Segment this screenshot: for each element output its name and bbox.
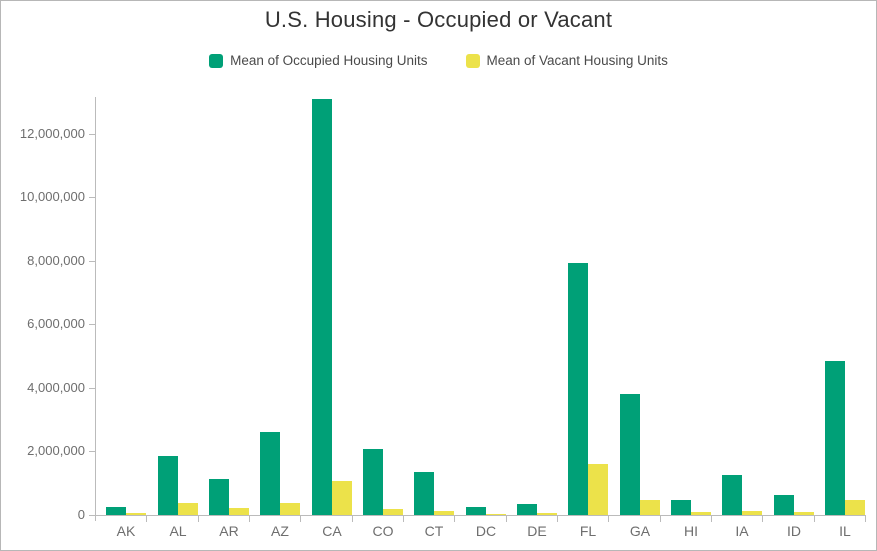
bar-occupied-ak[interactable] — [106, 507, 126, 515]
legend-swatch-vacant-icon — [465, 53, 480, 68]
x-axis-line — [95, 515, 866, 516]
x-axis-tick — [352, 516, 353, 522]
y-axis-tick-label: 0 — [77, 507, 85, 522]
legend: Mean of Occupied Housing Units Mean of V… — [1, 53, 876, 68]
y-axis-tick — [89, 388, 95, 389]
bar-occupied-ga[interactable] — [620, 394, 640, 515]
x-axis-tick — [557, 516, 558, 522]
x-axis-tick — [711, 516, 712, 522]
legend-swatch-occupied-icon — [209, 53, 224, 68]
x-axis-tick — [506, 516, 507, 522]
bar-vacant-co[interactable] — [383, 509, 403, 515]
bar-vacant-al[interactable] — [178, 503, 198, 515]
x-axis-category-label: FL — [579, 523, 597, 539]
bar-vacant-ar[interactable] — [229, 508, 249, 515]
x-axis-category-label: CT — [424, 523, 444, 539]
x-axis-category-label: AR — [219, 523, 239, 539]
x-axis-tick — [146, 516, 147, 522]
x-axis-tick — [865, 516, 866, 522]
x-axis-category-label: DC — [475, 523, 497, 539]
y-axis-tick — [89, 134, 95, 135]
legend-label-vacant: Mean of Vacant Housing Units — [486, 53, 668, 68]
bar-vacant-il[interactable] — [845, 500, 865, 515]
bar-occupied-co[interactable] — [363, 449, 383, 515]
bar-vacant-dc[interactable] — [486, 514, 506, 515]
y-axis-tick — [89, 451, 95, 452]
x-axis-tick — [608, 516, 609, 522]
x-axis-tick — [249, 516, 250, 522]
x-axis-tick — [403, 516, 404, 522]
bar-occupied-dc[interactable] — [466, 507, 486, 515]
x-axis-category-label: AK — [116, 523, 136, 539]
y-axis-tick — [89, 261, 95, 262]
bar-occupied-az[interactable] — [260, 432, 280, 515]
bar-occupied-il[interactable] — [825, 361, 845, 515]
x-axis-category-label: HI — [684, 523, 698, 539]
x-axis-category-label: AZ — [271, 523, 289, 539]
bar-occupied-hi[interactable] — [671, 500, 691, 515]
y-axis-tick-label: 8,000,000 — [27, 253, 85, 268]
bar-occupied-de[interactable] — [517, 504, 537, 515]
bar-occupied-ct[interactable] — [414, 472, 434, 515]
y-axis-tick-label: 6,000,000 — [27, 316, 85, 331]
bar-vacant-fl[interactable] — [588, 464, 608, 515]
x-axis-tick — [198, 516, 199, 522]
bar-vacant-hi[interactable] — [691, 512, 711, 515]
bar-vacant-ct[interactable] — [434, 511, 454, 515]
chart-title: U.S. Housing - Occupied or Vacant — [264, 7, 613, 32]
legend-item-vacant[interactable]: Mean of Vacant Housing Units — [465, 53, 668, 68]
bar-occupied-id[interactable] — [774, 495, 794, 515]
x-axis-tick — [762, 516, 763, 522]
y-axis-tick-label: 10,000,000 — [19, 189, 85, 204]
bar-vacant-ia[interactable] — [742, 511, 762, 515]
bar-occupied-ca[interactable] — [312, 99, 332, 515]
x-axis-category-label: AL — [169, 523, 187, 539]
bar-occupied-al[interactable] — [158, 456, 178, 515]
y-axis-tick-label: 12,000,000 — [19, 126, 85, 141]
y-axis-tick-label: 4,000,000 — [27, 380, 85, 395]
bar-occupied-ar[interactable] — [209, 479, 229, 515]
x-axis-category-label: IL — [839, 523, 851, 539]
y-axis-tick — [89, 515, 95, 516]
bar-vacant-ca[interactable] — [332, 481, 352, 515]
x-axis-category-label: ID — [787, 523, 801, 539]
y-axis-tick — [89, 324, 95, 325]
x-axis-category-label: DE — [527, 523, 547, 539]
bar-vacant-ga[interactable] — [640, 500, 660, 515]
legend-label-occupied: Mean of Occupied Housing Units — [230, 53, 428, 68]
x-axis-tick — [814, 516, 815, 522]
bar-vacant-az[interactable] — [280, 503, 300, 515]
x-axis-category-label: CA — [322, 523, 342, 539]
x-axis-tick — [660, 516, 661, 522]
x-axis-category-label: IA — [735, 523, 749, 539]
y-axis-line — [95, 97, 96, 521]
legend-item-occupied[interactable]: Mean of Occupied Housing Units — [209, 53, 428, 68]
y-axis-tick — [89, 197, 95, 198]
bar-occupied-fl[interactable] — [568, 263, 588, 515]
bar-vacant-id[interactable] — [794, 512, 814, 515]
bar-vacant-de[interactable] — [537, 513, 557, 515]
x-axis-tick — [454, 516, 455, 522]
x-axis-category-label: GA — [629, 523, 651, 539]
y-axis-tick-label: 2,000,000 — [27, 443, 85, 458]
bar-vacant-ak[interactable] — [126, 513, 146, 515]
x-axis-tick — [300, 516, 301, 522]
bar-occupied-ia[interactable] — [722, 475, 742, 515]
x-axis-category-label: CO — [372, 523, 394, 539]
